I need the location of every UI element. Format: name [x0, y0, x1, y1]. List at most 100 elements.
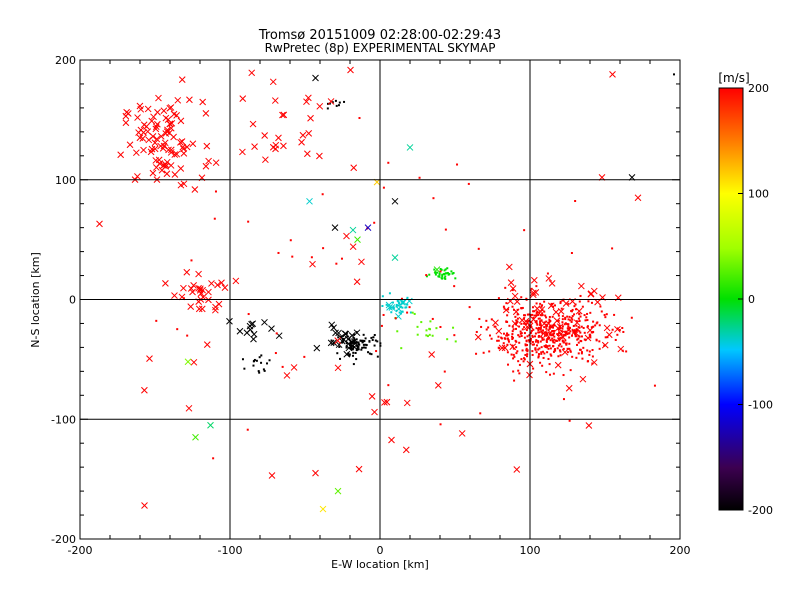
dot-marker — [531, 350, 534, 353]
dot-marker — [541, 364, 544, 367]
dot-marker — [540, 352, 543, 355]
dot-marker — [508, 324, 511, 327]
dot-marker — [376, 355, 379, 358]
cross-marker — [565, 384, 573, 392]
dot-marker — [576, 338, 579, 341]
dot-marker — [533, 314, 536, 317]
dot-marker — [564, 339, 567, 342]
cross-marker — [141, 502, 148, 509]
dot-marker — [260, 361, 263, 364]
dot-marker — [586, 349, 589, 352]
dot-marker — [549, 333, 552, 336]
dot-marker — [373, 344, 376, 347]
dot-marker — [425, 275, 428, 278]
colorbar-tick-label: -200 — [748, 504, 773, 517]
dot-marker — [560, 345, 563, 348]
dot-marker — [497, 339, 500, 342]
dot-marker — [364, 346, 367, 349]
dot-marker — [522, 360, 525, 363]
dot-marker — [442, 273, 445, 276]
dot-marker — [577, 326, 580, 329]
dot-marker — [531, 334, 534, 337]
dot-marker — [433, 268, 436, 271]
dot-marker — [381, 304, 384, 307]
dot-marker — [532, 316, 535, 319]
dot-marker — [439, 270, 442, 273]
dot-marker — [539, 326, 542, 329]
dot-marker — [545, 316, 548, 319]
dot-marker — [549, 331, 552, 334]
cross-marker — [402, 446, 410, 454]
dot-marker — [523, 336, 526, 339]
dot-marker — [426, 335, 429, 338]
plot-points — [96, 66, 675, 513]
dot-marker — [322, 247, 325, 250]
cross-marker — [147, 148, 155, 156]
cross-marker — [283, 372, 291, 379]
dot-marker — [598, 324, 601, 327]
dot-marker — [361, 346, 364, 349]
dot-marker — [550, 302, 553, 305]
dot-marker — [571, 334, 574, 337]
dot-marker — [526, 335, 529, 338]
dot-marker — [595, 322, 598, 325]
dot-marker — [512, 328, 515, 331]
dot-marker — [368, 352, 371, 355]
cross-marker — [522, 317, 530, 325]
dot-marker — [526, 344, 529, 347]
dot-marker — [321, 193, 324, 196]
dot-marker — [525, 339, 528, 342]
dot-marker — [552, 329, 555, 332]
dot-marker — [408, 306, 411, 309]
dot-marker — [511, 289, 514, 292]
cross-marker — [211, 306, 219, 314]
dot-marker — [518, 363, 521, 366]
dot-marker — [345, 346, 348, 349]
dot-marker — [566, 323, 569, 326]
dot-marker — [506, 337, 509, 340]
dot-marker — [352, 346, 355, 349]
dot-marker — [545, 327, 548, 330]
dot-marker — [558, 332, 561, 335]
dot-marker — [584, 319, 587, 322]
dot-marker — [545, 346, 548, 349]
dot-marker — [523, 332, 526, 335]
dot-marker — [252, 360, 255, 363]
dot-marker — [563, 333, 566, 336]
dot-marker — [536, 340, 539, 343]
dot-marker — [443, 277, 446, 280]
cross-marker — [349, 226, 357, 234]
cross-marker — [502, 306, 510, 314]
cross-marker — [177, 138, 184, 146]
cross-marker — [166, 120, 174, 128]
dot-marker — [552, 305, 555, 308]
dot-marker — [482, 351, 485, 354]
cross-marker — [371, 408, 378, 416]
cross-marker — [178, 138, 186, 145]
cross-marker — [140, 146, 147, 154]
cross-marker — [511, 320, 519, 327]
dot-marker — [625, 350, 628, 353]
dot-marker — [353, 333, 356, 336]
cross-marker — [540, 330, 548, 337]
cross-marker — [268, 325, 275, 332]
dot-marker — [511, 335, 514, 338]
cross-marker — [192, 433, 199, 441]
dot-marker — [537, 327, 540, 330]
dot-marker — [370, 353, 373, 356]
dot-marker — [539, 302, 542, 305]
dot-marker — [425, 329, 428, 332]
cross-marker — [146, 355, 153, 362]
dot-marker — [394, 317, 397, 320]
dot-marker — [310, 256, 313, 259]
cross-marker — [157, 133, 165, 140]
dot-marker — [557, 355, 560, 358]
dot-marker — [511, 337, 514, 340]
dot-marker — [538, 331, 541, 334]
cross-marker — [518, 316, 526, 324]
cross-marker — [160, 107, 168, 115]
dot-marker — [549, 347, 552, 350]
dot-marker — [274, 352, 277, 355]
dot-marker — [538, 347, 541, 350]
dot-marker — [520, 322, 523, 325]
